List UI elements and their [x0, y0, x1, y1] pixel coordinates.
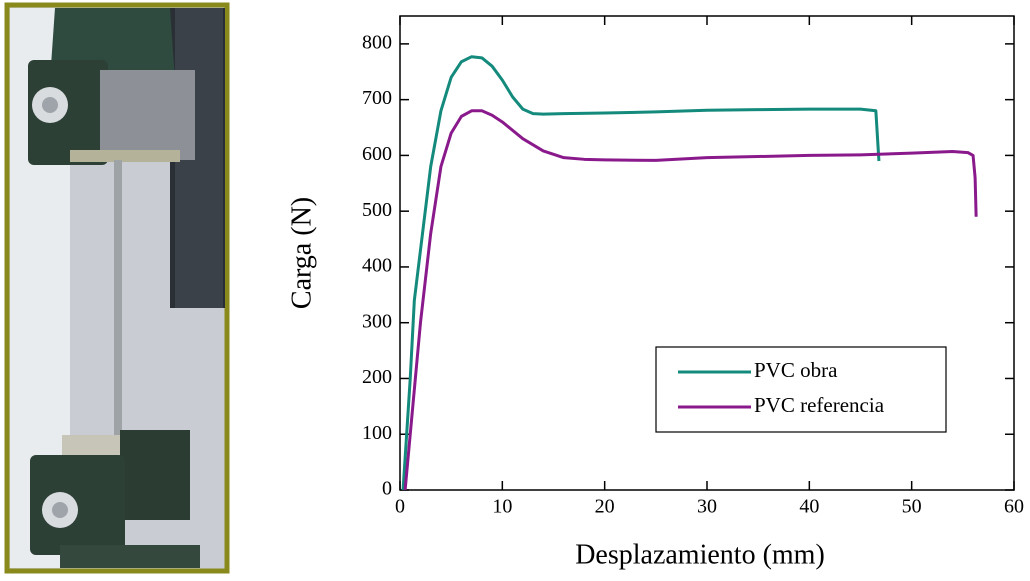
legend-label: PVC obra: [754, 358, 838, 382]
x-tick-label: 30: [697, 496, 717, 518]
y-tick-label: 500: [362, 199, 392, 221]
series-line: [401, 55, 881, 491]
x-tick-label: 10: [492, 496, 512, 518]
x-tick-label: 0: [395, 496, 405, 518]
legend-box: [655, 346, 947, 433]
y-tick-label: 200: [362, 366, 392, 388]
x-tick-label: 60: [1004, 496, 1024, 518]
y-tick-label: 0: [382, 478, 392, 500]
x-tick-label: 50: [902, 496, 922, 518]
series-line: [403, 109, 978, 491]
x-axis-label: Desplazamiento (mm): [575, 539, 825, 570]
y-tick-label: 800: [362, 31, 392, 53]
photo: [4, 2, 230, 574]
x-tick-label: 20: [595, 496, 615, 518]
y-tick-label: 400: [362, 255, 392, 277]
x-tick-label: 40: [799, 496, 819, 518]
y-tick-label: 300: [362, 310, 392, 332]
y-tick-label: 700: [362, 87, 392, 109]
y-axis-label: Carga (N): [286, 197, 317, 309]
y-tick-label: 600: [362, 143, 392, 165]
y-tick-label: 100: [362, 422, 392, 444]
legend-label: PVC referencia: [754, 393, 885, 417]
